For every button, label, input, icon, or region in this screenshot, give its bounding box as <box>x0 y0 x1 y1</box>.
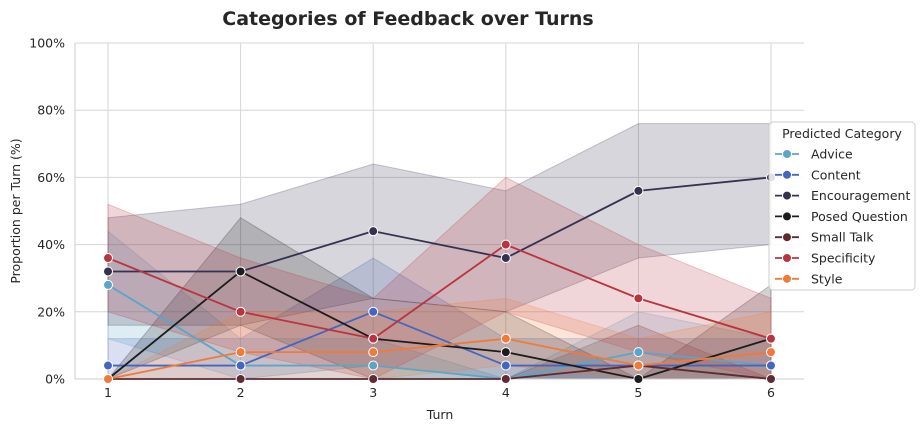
data-point <box>500 253 511 264</box>
data-point <box>235 306 246 317</box>
y-tick-label: 60% <box>37 170 65 185</box>
data-point <box>368 226 379 237</box>
series-line <box>107 243 772 340</box>
series-line <box>107 337 772 380</box>
data-point <box>103 253 113 264</box>
x-tick-label: 4 <box>502 385 510 400</box>
data-point <box>500 333 511 344</box>
series-line <box>107 284 772 380</box>
y-tick-labels: 0% 20% 40% 60% 80% 100% <box>29 36 65 387</box>
legend-item: Style <box>775 271 843 286</box>
x-tick-label: 5 <box>634 385 642 400</box>
legend-item: Encouragement <box>775 188 910 203</box>
data-point <box>633 347 644 358</box>
series-line <box>108 176 772 273</box>
data-point <box>103 374 113 384</box>
data-point <box>633 374 644 384</box>
x-tick-label: 1 <box>104 385 112 400</box>
data-point <box>633 293 644 304</box>
x-axis-label: Turn <box>426 407 454 422</box>
legend-label: Content <box>811 167 861 182</box>
legend-marker <box>782 253 792 263</box>
legend-label: Specificity <box>811 251 876 266</box>
legend-title: Predicted Category <box>782 126 902 141</box>
legend-marker <box>782 211 792 222</box>
x-tick-labels: 1 2 3 4 5 6 <box>104 385 775 400</box>
legend-label: Posed Question <box>811 209 908 224</box>
legend-item: Advice <box>775 147 853 162</box>
legend-marker <box>782 149 792 159</box>
data-point <box>103 360 113 371</box>
y-tick-label: 80% <box>37 103 65 118</box>
x-tick-label: 6 <box>767 385 775 400</box>
legend-item: Small Talk <box>775 230 874 245</box>
y-axis-label: Proportion per Turn (%) <box>8 138 23 283</box>
legend-marker <box>782 232 792 243</box>
legend-items: Advice Content Encouragement Posed Question… <box>775 147 910 286</box>
data-point <box>766 374 776 384</box>
series-points <box>103 172 776 384</box>
legend-marker <box>782 273 792 284</box>
data-point <box>235 360 246 371</box>
y-tick-label: 40% <box>37 237 65 252</box>
y-tick-label: 20% <box>37 304 65 319</box>
chart-title: Categories of Feedback over Turns <box>222 8 593 30</box>
legend-label: Style <box>811 271 843 286</box>
data-point <box>633 185 644 196</box>
data-point <box>766 360 776 371</box>
series-lines <box>107 176 772 380</box>
data-point <box>235 374 246 384</box>
data-point <box>500 360 511 371</box>
grid-lines <box>75 42 804 380</box>
series-line <box>108 310 771 367</box>
legend: Predicted Category Advice Content Encourag… <box>768 121 916 291</box>
data-point <box>103 266 113 277</box>
data-point <box>368 347 379 358</box>
y-tick-label: 0% <box>45 372 65 387</box>
legend-label: Advice <box>811 147 853 162</box>
data-point <box>500 347 511 358</box>
data-point <box>103 279 113 290</box>
data-point <box>766 347 776 358</box>
y-tick-label: 100% <box>29 36 65 51</box>
data-point <box>235 347 246 358</box>
x-tick-label: 3 <box>369 385 377 400</box>
data-point <box>368 360 379 371</box>
x-tick-label: 2 <box>237 385 245 400</box>
data-point <box>500 374 511 384</box>
legend-marker <box>782 190 792 201</box>
data-point <box>368 333 379 344</box>
legend-box <box>768 121 916 291</box>
legend-item: Content <box>775 167 861 182</box>
data-point <box>633 360 644 371</box>
legend-marker <box>782 169 792 180</box>
confidence-band <box>107 217 772 380</box>
confidence-bands <box>107 123 772 380</box>
data-point <box>766 333 776 344</box>
data-point <box>500 239 511 250</box>
legend-item: Posed Question <box>775 209 908 224</box>
data-point <box>368 306 379 317</box>
data-point <box>368 374 379 384</box>
legend-item: Specificity <box>775 251 876 266</box>
legend-label: Small Talk <box>811 230 874 245</box>
series-line <box>108 364 772 380</box>
legend-label: Encouragement <box>811 188 910 203</box>
data-point <box>235 266 246 277</box>
